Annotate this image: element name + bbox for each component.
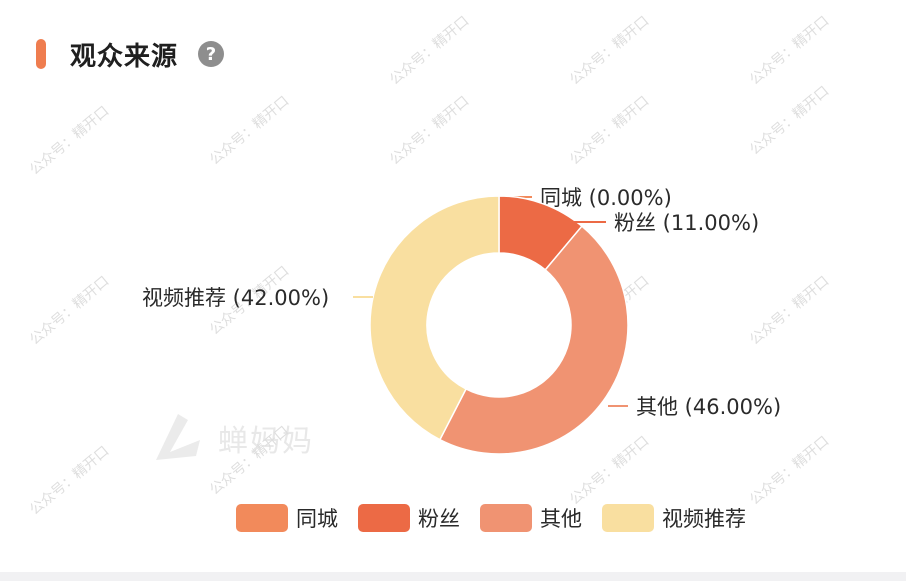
legend-swatch xyxy=(358,504,410,532)
card-title: 观众来源 xyxy=(70,41,179,72)
legend-label: 同城 xyxy=(296,507,338,531)
watermark-logo-text: 蝉妈妈 xyxy=(218,424,314,459)
legend-swatch xyxy=(236,504,288,532)
legend-item-3[interactable]: 视频推荐 xyxy=(602,503,746,533)
title-accent-bar xyxy=(36,39,46,69)
slice-data-label-2: 其他 (46.00%) xyxy=(636,395,781,419)
legend-item-0[interactable]: 同城 xyxy=(236,503,338,533)
chart-legend: 同城 粉丝 其他 视频推荐 xyxy=(236,502,766,534)
slice-data-label-3: 视频推荐 (42.00%) xyxy=(142,286,329,310)
watermark-logo: 蝉妈妈 xyxy=(148,410,314,466)
pie-slice-2[interactable] xyxy=(438,225,629,455)
help-icon[interactable]: ? xyxy=(198,41,225,67)
legend-item-2[interactable]: 其他 xyxy=(480,503,582,533)
legend-swatch xyxy=(602,504,654,532)
slice-data-label-0: 同城 (0.00%) xyxy=(540,186,672,210)
cicada-logo-icon xyxy=(156,414,200,460)
legend-swatch xyxy=(480,504,532,532)
legend-label: 粉丝 xyxy=(418,507,460,531)
pie-slice-3[interactable] xyxy=(369,195,500,441)
legend-item-1[interactable]: 粉丝 xyxy=(358,503,460,533)
bottom-divider xyxy=(0,572,906,581)
card-header: 观众来源 ? xyxy=(36,34,225,74)
slice-data-label-1: 粉丝 (11.00%) xyxy=(614,211,759,235)
legend-label: 视频推荐 xyxy=(662,507,746,531)
legend-label: 其他 xyxy=(540,507,582,531)
